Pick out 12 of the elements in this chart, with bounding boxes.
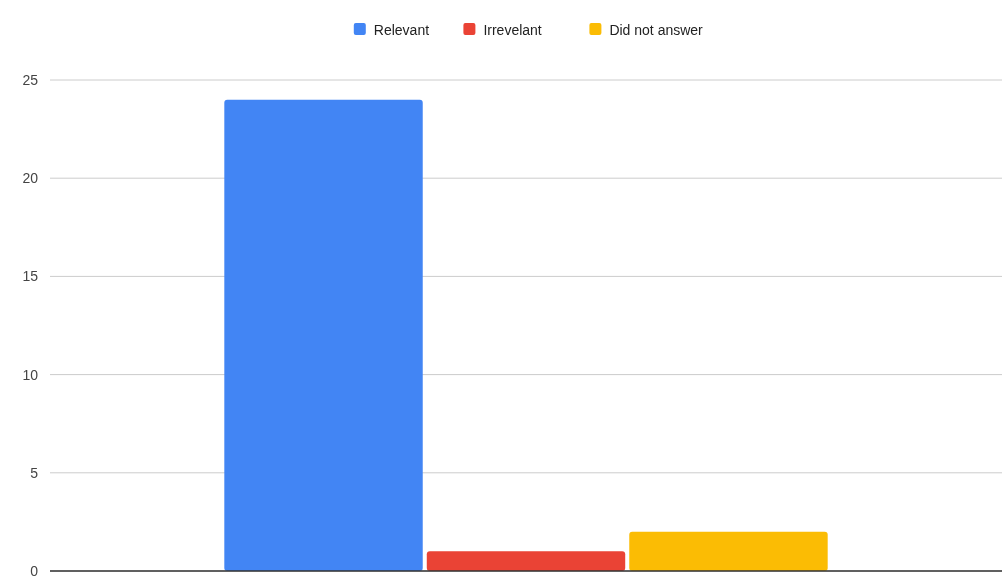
y-tick-label: 20: [22, 170, 39, 187]
bar: [224, 99, 423, 571]
y-tick-label: 15: [22, 268, 39, 285]
legend-label: Irrevelant: [483, 21, 542, 38]
y-tick-label: 5: [30, 464, 39, 481]
y-tick-label: 0: [30, 562, 39, 579]
legend-label: Relevant: [373, 21, 430, 38]
y-tick-label: 25: [22, 71, 39, 88]
bar: [629, 531, 828, 571]
y-tick-label: 10: [22, 366, 39, 383]
bar: [426, 551, 626, 571]
legend-label: Did not answer: [609, 21, 704, 38]
